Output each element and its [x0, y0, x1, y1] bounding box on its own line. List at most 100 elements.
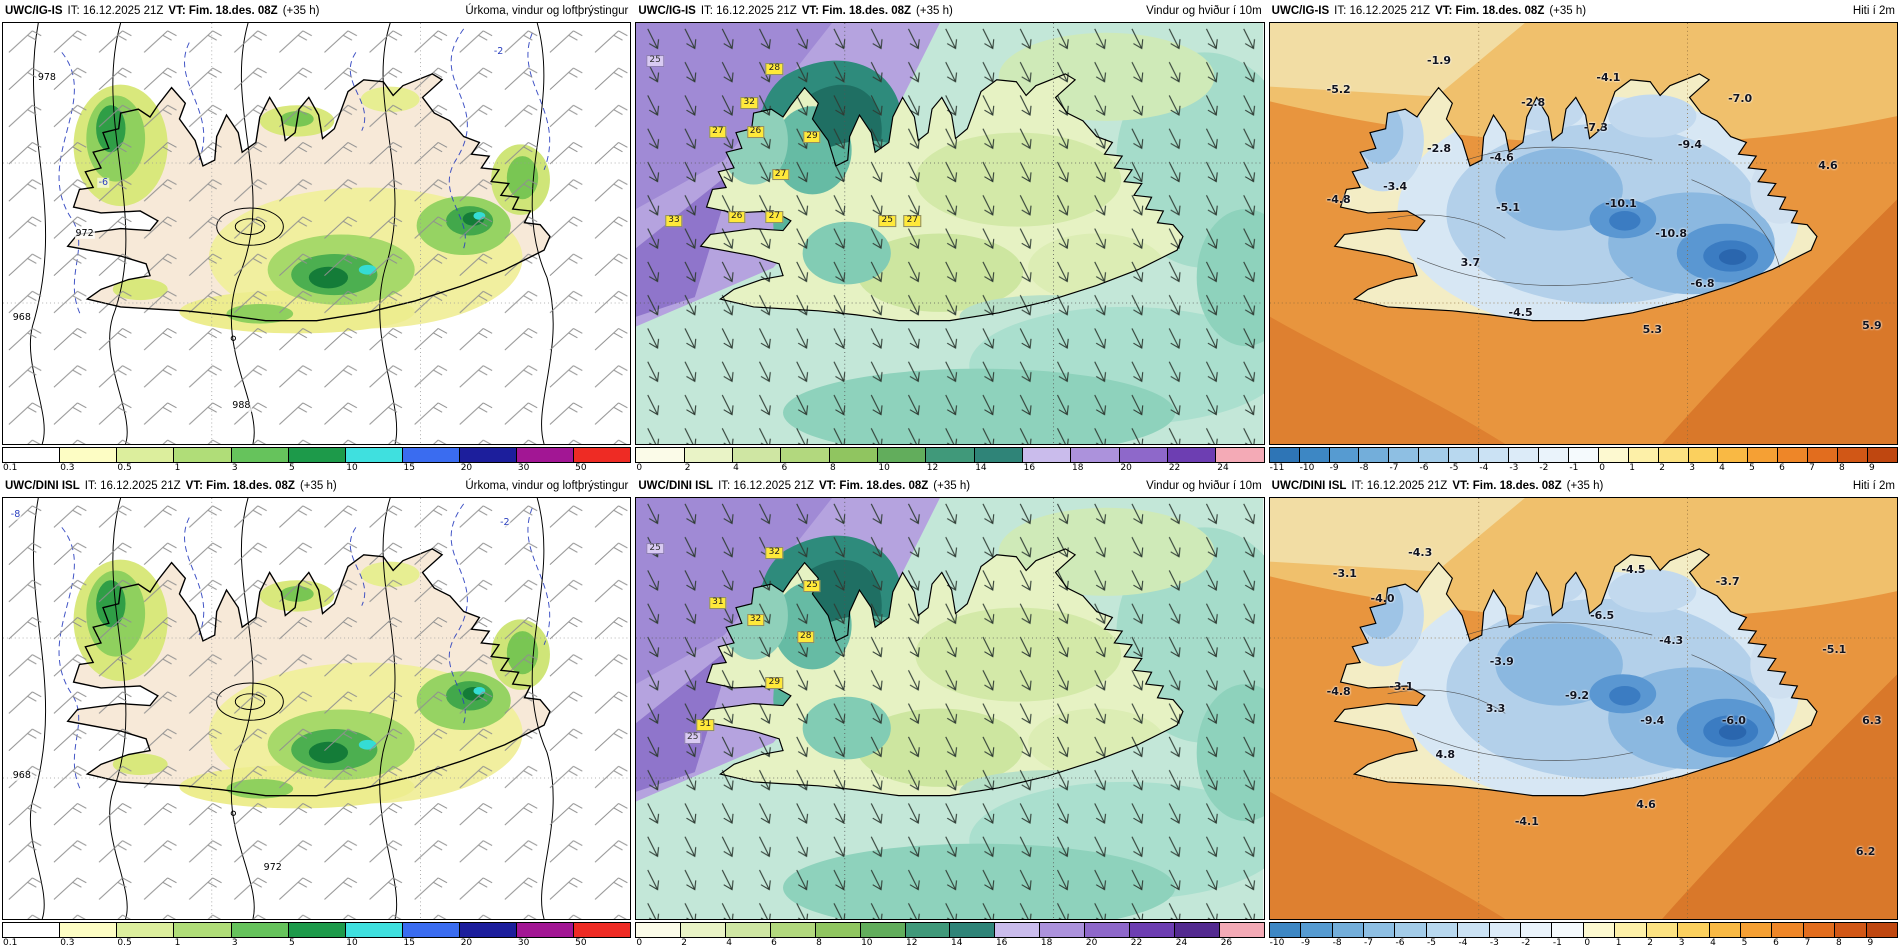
gust-value-label: 26	[727, 210, 746, 223]
gust-value-label: 27	[709, 126, 727, 139]
valid-time: VT: Fim. 18.des. 08Z	[818, 480, 929, 492]
colorbar-tick: 6	[1779, 463, 1785, 473]
gust-value-label: 25	[803, 580, 821, 593]
param-title: Úrkoma, vindur og loftþrýstingur	[465, 480, 629, 492]
init-time: IT: 16.12.2025 21Z	[84, 480, 181, 492]
wind-map: 25 28 32 27 26 29 27 33 26 27 25 27	[635, 22, 1265, 445]
panel-header: UWC/DINI ISL IT: 16.12.2025 21Z VT: Fim. 1…	[1268, 475, 1898, 497]
colorbar-segment	[1419, 448, 1450, 462]
temp-value-label: -4.8	[1326, 684, 1351, 698]
colorbar-segment	[60, 923, 118, 937]
temp-value-label: -4.1	[1596, 70, 1621, 84]
precip-colorbar: 0.1 0.3 0.5 1 3 5 10 15 20 30 50	[2, 920, 632, 950]
colorbar-segment	[1449, 448, 1480, 462]
colorbar-segment	[3, 448, 61, 462]
colorbar-tick: -4	[1458, 938, 1468, 948]
colorbar-segment	[1299, 448, 1330, 462]
lead-time: (+35 h)	[299, 480, 337, 492]
colorbar-tick: -11	[1269, 463, 1285, 473]
colorbar-segment	[1174, 923, 1220, 937]
temp-value-label: -5.2	[1326, 83, 1351, 97]
colorbar-segment	[117, 448, 175, 462]
colorbar-segment	[1866, 923, 1898, 937]
colorbar-tick: 8	[816, 938, 822, 948]
colorbar-tick: 5	[1741, 938, 1748, 948]
colorbar-segment	[402, 923, 460, 937]
colorbar-segment	[1583, 923, 1616, 937]
colorbar-tick: 50	[575, 938, 587, 948]
temp-contour-label: -6	[97, 176, 110, 189]
gust-value-label: 26	[746, 126, 765, 139]
colorbar-segment	[1718, 448, 1749, 462]
colorbar-tick: -10	[1299, 463, 1315, 473]
temp-colorbar: -11 -10 -9 -8 -7 -6 -5 -4 -3 -2 -1 0 1 2 3 4 5 6 7 8 9	[1268, 445, 1898, 475]
valid-time: VT: Fim. 18.des. 08Z	[185, 480, 295, 492]
colorbar-tick: -7	[1389, 463, 1399, 473]
colorbar-segment	[1389, 448, 1420, 462]
temp-value-label: 6.3	[1862, 714, 1882, 728]
isobar-label: 968	[11, 311, 32, 323]
colorbar-tick: 12	[906, 938, 918, 948]
temp-value-label: -6.8	[1690, 276, 1715, 290]
temp-value-label: -4.5	[1508, 306, 1533, 320]
temp-value-label: -4.3	[1408, 545, 1433, 559]
temp-value-label: -7.0	[1728, 91, 1753, 105]
colorbar-tick: 0.5	[117, 938, 132, 948]
colorbar-segment	[1332, 923, 1364, 937]
colorbar-tick: -2	[1539, 463, 1549, 473]
colorbar-tick: 0	[636, 463, 643, 473]
temp-value-label: -3.1	[1389, 680, 1414, 694]
colorbar-segment	[574, 448, 631, 462]
colorbar-tick: -7	[1364, 938, 1374, 948]
colorbar-tick: 4	[1710, 938, 1716, 948]
model-name: UWC/IG-IS	[638, 5, 696, 17]
colorbar-tick: 24	[1217, 463, 1229, 473]
colorbar-tick: 24	[1175, 938, 1188, 948]
run-info: UWC/DINI ISL IT: 16.12.2025 21Z VT: Fim. 1…	[1272, 480, 1609, 492]
param-title: Hiti í 2m	[1852, 5, 1895, 17]
model-name: UWC/DINI ISL	[1271, 480, 1347, 492]
colorbar-segment	[905, 923, 951, 937]
isobar-label: 988	[231, 399, 252, 412]
colorbar-tick: 10	[861, 938, 873, 948]
colorbar-segment	[1119, 448, 1168, 462]
colorbar-segment	[1458, 923, 1490, 937]
isobar-label: 972	[74, 227, 95, 239]
temp-value-label: -1.9	[1427, 53, 1452, 67]
colorbar-segment	[1216, 448, 1264, 462]
colorbar-tick: 1	[1629, 463, 1635, 473]
colorbar-segment	[1808, 448, 1839, 462]
colorbar-tick: 26	[1220, 938, 1233, 948]
map-labels: 978 -2 -6 972 968 988	[3, 23, 630, 444]
colorbar-tick: 1	[174, 463, 181, 473]
param-title: Úrkoma, vindur og loftþrýstingur	[465, 5, 629, 17]
temp-value-label: 5.3	[1642, 323, 1663, 337]
colorbar-segment	[1085, 923, 1130, 937]
colorbar-segment	[1740, 923, 1773, 937]
colorbar-segment	[829, 448, 878, 462]
colorbar-segment	[1568, 448, 1599, 462]
colorbar-segment	[1838, 448, 1869, 462]
colorbar-tick: 2	[681, 938, 687, 948]
colorbar-segment	[345, 448, 403, 462]
colorbar-tick: 7	[1809, 463, 1815, 473]
colorbar-tick: -9	[1301, 938, 1311, 948]
colorbar-tick: 0	[1599, 463, 1606, 473]
colorbar-tick: 5	[289, 463, 295, 473]
colorbar-segment	[460, 448, 518, 462]
temp-value-label: 6.2	[1855, 844, 1876, 858]
colorbar-segment	[1658, 448, 1689, 462]
run-info: UWC/DINI ISL IT: 16.12.2025 21Z VT: Fim. 1…	[5, 480, 342, 492]
colorbar-tick: 15	[403, 463, 415, 473]
gust-value-label: 33	[665, 214, 683, 227]
colorbar-tick: 15	[403, 938, 415, 948]
colorbar-segment	[174, 923, 232, 937]
colorbar-segment	[517, 448, 575, 462]
colorbar-segment	[1748, 448, 1779, 462]
colorbar-tick: 6	[771, 938, 777, 948]
panel-dini-wind: UWC/DINI ISL IT: 16.12.2025 21Z VT: Fim. 1…	[633, 475, 1267, 950]
colorbar-tick: -3	[1489, 938, 1499, 948]
colorbar-tick: 1	[1615, 938, 1622, 948]
colorbar-segments	[2, 922, 632, 938]
colorbar-tick: 0	[1584, 938, 1591, 948]
